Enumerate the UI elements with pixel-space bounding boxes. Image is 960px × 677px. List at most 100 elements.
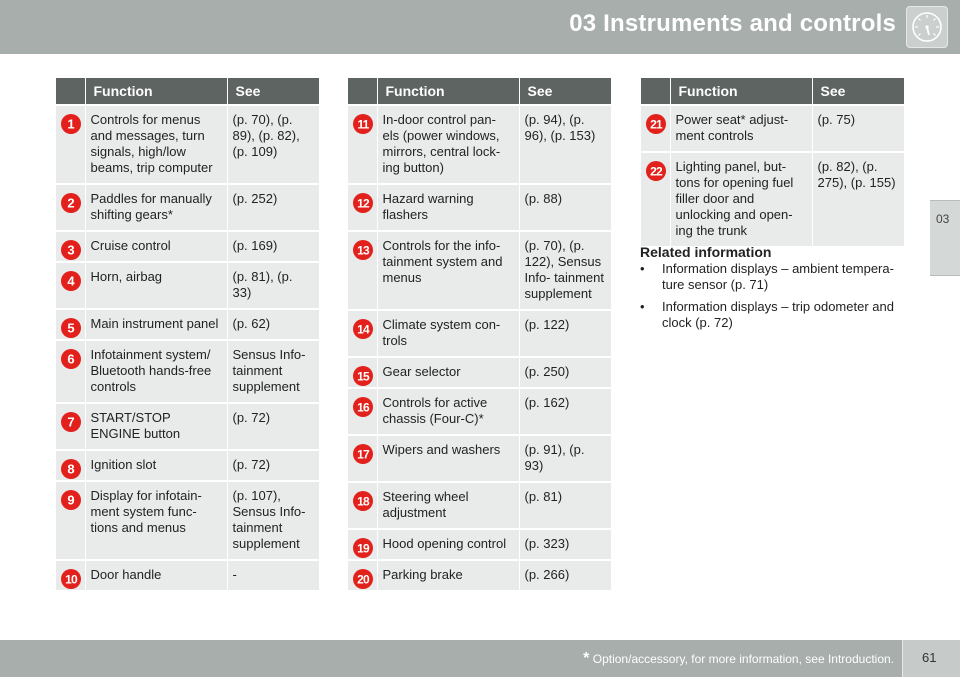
related-link[interactable]: • Information displays – trip odometer an… [640, 299, 910, 331]
table-row: 18 Steering wheel adjustment (p. 81) [348, 481, 611, 529]
item-number-cell: 5 [56, 308, 86, 340]
page-reference-cell[interactable]: (p. 266) [519, 559, 611, 590]
function-cell: Hood opening control [377, 528, 520, 560]
item-number-badge: 12 [353, 193, 373, 213]
page-reference-cell[interactable]: (p. 250) [519, 356, 611, 388]
item-number-cell: 1 [56, 104, 86, 184]
item-number-cell: 2 [56, 183, 86, 231]
table-row: 10 Door handle - [56, 559, 319, 590]
page-reference-cell[interactable]: Sensus Info- tainment supplement [227, 339, 319, 403]
item-number-cell: 16 [348, 387, 378, 435]
page-reference-cell[interactable]: (p. 81) [519, 481, 611, 529]
page-reference-cell[interactable]: (p. 70), (p. 122), Sensus Info- tainment… [519, 230, 611, 310]
related-information-title: Related information [640, 244, 772, 260]
item-number: 13 [357, 244, 370, 258]
function-cell: Hazard warning flashers [377, 183, 520, 231]
page-reference-cell[interactable]: (p. 72) [227, 402, 319, 450]
related-link-text: Information displays – trip odometer and… [662, 299, 894, 330]
table-row: 16 Controls for active chassis (Four-C)*(… [348, 387, 611, 435]
related-information: Related information • Information display… [640, 244, 910, 337]
item-number-badge: 13 [353, 240, 373, 260]
function-cell: Infotainment system/ Bluetooth hands-fre… [85, 339, 228, 403]
item-number-cell: 9 [56, 480, 86, 560]
chapter-side-tab: 03 [930, 200, 960, 276]
number-column-header [56, 78, 86, 105]
page-footer: * Option/accessory, for more information… [0, 640, 960, 677]
item-number: 15 [357, 370, 370, 384]
item-number-cell: 15 [348, 356, 378, 388]
see-column-header: See [812, 78, 904, 105]
function-cell: Gear selector [377, 356, 520, 388]
table-row: 8 Ignition slot (p. 72) [56, 449, 319, 481]
table-row: 12 Hazard warning flashers (p. 88) [348, 183, 611, 231]
page-reference-cell[interactable]: (p. 162) [519, 387, 611, 435]
function-table-2: Function See 11 In-door control pan- els … [348, 78, 611, 590]
page-reference-cell[interactable]: (p. 91), (p. 93) [519, 434, 611, 482]
function-cell: Display for infotain- ment system func- … [85, 480, 228, 560]
page-reference-cell[interactable]: (p. 323) [519, 528, 611, 560]
item-number-cell: 21 [641, 104, 671, 152]
item-number-cell: 19 [348, 528, 378, 560]
page-reference-cell[interactable]: (p. 62) [227, 308, 319, 340]
function-column-header: Function [670, 78, 813, 105]
function-column-header: Function [85, 78, 228, 105]
number-column-header [641, 78, 671, 105]
function-cell: Lighting panel, but- tons for opening fu… [670, 151, 813, 246]
page-number-box: 61 [902, 640, 960, 677]
function-table-3: Function See 21 Power seat* adjust- ment … [641, 78, 904, 246]
page-reference-cell[interactable]: (p. 75) [812, 104, 904, 152]
function-cell: START/STOP ENGINE button [85, 402, 228, 450]
item-number-badge: 14 [353, 319, 373, 339]
page-reference-cell[interactable]: (p. 94), (p. 96), (p. 153) [519, 104, 611, 184]
item-number-cell: 8 [56, 449, 86, 481]
item-number: 21 [650, 118, 663, 132]
function-table-1: Function See 1 Controls for menus and mes… [56, 78, 319, 590]
item-number-cell: 14 [348, 309, 378, 357]
bullet-icon: • [640, 299, 645, 314]
table-row: 5 Main instrument panel (p. 62) [56, 308, 319, 340]
item-number: 17 [357, 448, 370, 462]
related-link[interactable]: • Information displays – ambient tempera-… [640, 261, 910, 293]
table-row: 4 Horn, airbag (p. 81), (p. 33) [56, 261, 319, 309]
table-row: 1 Controls for menus and messages, turn s… [56, 104, 319, 184]
item-number: 4 [67, 274, 75, 289]
page-reference-cell[interactable]: (p. 88) [519, 183, 611, 231]
footnote: * Option/accessory, for more information… [583, 650, 894, 668]
item-number: 22 [650, 165, 663, 179]
item-number-cell: 13 [348, 230, 378, 310]
item-number: 9 [67, 493, 74, 508]
page-reference-cell[interactable]: (p. 107), Sensus Info- tainment suppleme… [227, 480, 319, 560]
function-column-header: Function [377, 78, 520, 105]
page-reference-cell[interactable]: (p. 122) [519, 309, 611, 357]
item-number: 18 [357, 495, 370, 509]
page-reference-cell[interactable]: (p. 169) [227, 230, 319, 262]
item-number-badge: 11 [353, 114, 373, 134]
item-number-cell: 10 [56, 559, 86, 590]
item-number-cell: 4 [56, 261, 86, 309]
item-number-cell: 7 [56, 402, 86, 450]
page-reference-cell[interactable]: - [227, 559, 319, 590]
item-number-badge: 18 [353, 491, 373, 511]
item-number: 14 [357, 323, 370, 337]
item-number-cell: 12 [348, 183, 378, 231]
item-number-badge: 7 [61, 412, 81, 432]
item-number-badge: 22 [646, 161, 666, 181]
item-number-badge: 6 [61, 349, 81, 369]
item-number-badge: 9 [61, 490, 81, 510]
page-reference-cell[interactable]: (p. 72) [227, 449, 319, 481]
item-number: 12 [357, 197, 370, 211]
page-reference-cell[interactable]: (p. 81), (p. 33) [227, 261, 319, 309]
item-number-badge: 2 [61, 193, 81, 213]
page-reference-cell[interactable]: (p. 70), (p. 89), (p. 82), (p. 109) [227, 104, 319, 184]
item-number-cell: 20 [348, 559, 378, 590]
item-number: 8 [67, 462, 74, 477]
number-column-header [348, 78, 378, 105]
page-reference-cell[interactable]: (p. 82), (p. 275), (p. 155) [812, 151, 904, 246]
table-row: 20 Parking brake (p. 266) [348, 559, 611, 590]
page-reference-cell[interactable]: (p. 252) [227, 183, 319, 231]
chapter-side-tab-label: 03 [936, 212, 950, 226]
item-number: 6 [67, 352, 74, 367]
item-number-cell: 17 [348, 434, 378, 482]
item-number-badge: 19 [353, 538, 373, 558]
see-column-header: See [227, 78, 319, 105]
